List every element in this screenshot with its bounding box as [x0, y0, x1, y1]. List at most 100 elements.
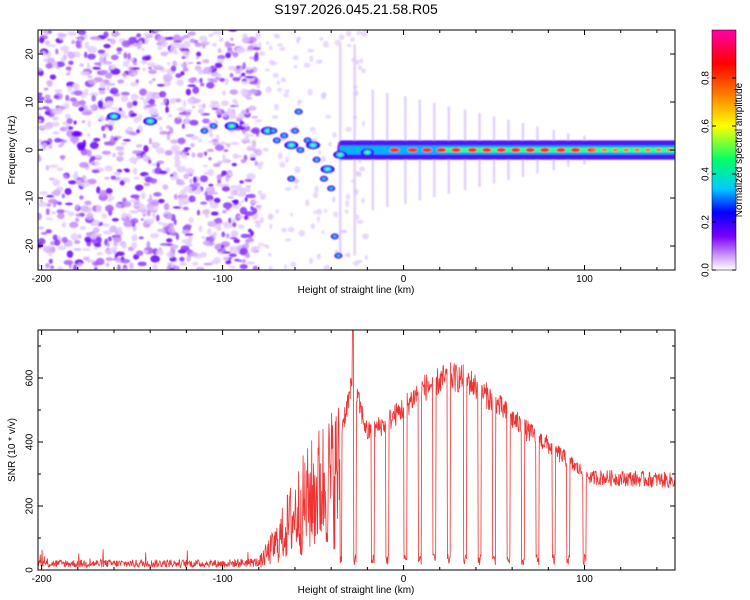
spectrogram-cell	[241, 140, 251, 144]
spectrogram-cell	[151, 112, 159, 116]
spectrogram-cell	[191, 135, 199, 141]
spectrogram-cell	[233, 155, 243, 158]
spectrogram-cell	[296, 37, 300, 44]
spectrogram-cell	[54, 89, 63, 93]
spectrogram-cell	[246, 186, 251, 193]
spectrogram-cell	[131, 72, 139, 76]
spectrogram-cell	[65, 66, 72, 71]
spectrogram-cell	[238, 202, 242, 207]
spectrogram-cell	[159, 130, 169, 135]
spectrogram-cell	[333, 211, 338, 218]
spectrogram-cell	[180, 70, 185, 76]
spectrogram-cell	[246, 173, 256, 181]
spectrogram-cell	[144, 105, 154, 108]
spectrogram-cell	[166, 214, 173, 220]
spectrogram-cell	[242, 128, 246, 135]
spectrogram-cell	[45, 165, 50, 171]
spectrogram-cell	[245, 96, 253, 100]
spectrogram-cell	[89, 92, 99, 97]
spectrogram-cell	[56, 212, 65, 220]
spectrogram-cell	[56, 209, 65, 214]
spectrogram-cell	[87, 45, 98, 53]
spectrogram-cell	[99, 81, 106, 89]
spectrogram-cell	[205, 194, 214, 202]
spectrogram-ridge-cell	[271, 129, 276, 133]
spectrogram-cell	[200, 82, 205, 87]
spectrogram-cell	[106, 242, 110, 247]
spectrogram-cell	[38, 263, 42, 268]
spectrogram-cell	[49, 265, 55, 270]
spectrogram-cell	[132, 167, 138, 175]
spectrogram-cell	[320, 156, 327, 163]
spectrogram-cell	[208, 104, 216, 109]
spectrogram-cell	[79, 195, 84, 200]
spectrogram-cell	[202, 43, 206, 49]
spectrogram-cell	[150, 178, 157, 184]
spectrogram-ridge-cell	[265, 129, 270, 133]
spectrogram-cell	[61, 222, 67, 228]
spectrogram-cell	[251, 115, 258, 119]
spectrogram-cell	[38, 92, 43, 97]
spectrogram-cell	[92, 219, 100, 226]
spectrogram-cell	[228, 65, 237, 71]
spectrogram-cell	[68, 60, 74, 66]
spectrogram-cell	[117, 151, 125, 156]
spectrogram-cell	[292, 55, 299, 60]
spectrogram-cell	[99, 56, 104, 65]
spectrogram-cell	[38, 201, 48, 207]
spectrogram-cell	[109, 65, 116, 70]
spectrogram-cell	[131, 241, 138, 249]
spectrogram-cell	[347, 43, 352, 48]
spectrogram-cell	[276, 80, 281, 86]
spectrogram-cell	[208, 33, 214, 38]
spectrogram-cell	[181, 123, 186, 130]
spectrogram-cell	[186, 255, 192, 262]
spectrogram-cell	[103, 176, 110, 180]
spectrogram-cell	[58, 33, 68, 37]
spectrogram-peak	[389, 147, 400, 153]
spectrogram-cell	[148, 69, 157, 75]
spectrogram-cell	[123, 220, 134, 228]
spectrogram-cell	[95, 233, 102, 237]
spectrogram-cell	[167, 61, 171, 66]
spectrogram-cell	[79, 71, 90, 76]
spectrogram-cell	[52, 131, 60, 135]
spectrogram-cell	[200, 201, 208, 205]
spectrogram-cell	[235, 65, 241, 69]
spectrogram-cell	[84, 41, 90, 50]
spectrogram-cell	[87, 78, 97, 85]
spectrogram-cell	[192, 182, 201, 187]
spectrogram-ridge-cell	[229, 124, 234, 128]
spectrogram-cell	[65, 125, 69, 132]
spectrogram-cell	[73, 90, 83, 96]
spectrogram-cell	[143, 32, 153, 37]
spectrogram-cell	[197, 104, 207, 108]
spectrogram-cell	[138, 113, 142, 121]
spectrogram-cell	[320, 92, 327, 100]
spectrogram-cell	[143, 145, 149, 153]
spectrogram-cell	[139, 88, 148, 96]
spectrogram-ridge-cell	[332, 234, 337, 238]
spectrogram-cell	[207, 78, 217, 81]
spectrogram-cell	[105, 262, 110, 268]
spectrogram-cell	[110, 107, 118, 110]
spectrogram-cell	[222, 202, 233, 209]
spectrogram-cell	[361, 68, 366, 74]
spectrogram-cell	[210, 65, 216, 70]
spectrogram-cell	[246, 66, 252, 71]
spectrogram-cell	[157, 35, 166, 44]
spectrogram-cell	[66, 118, 73, 124]
spectrogram-cell	[274, 103, 279, 111]
spectrogram-cell	[212, 42, 217, 47]
spectrogram-cell	[250, 200, 259, 204]
snr-series-line	[38, 330, 675, 569]
spectrogram-cell	[211, 107, 219, 111]
spectrogram-cell	[248, 134, 255, 137]
spectrogram-cell	[268, 45, 273, 51]
spectrogram-cell	[265, 86, 272, 93]
spectrogram-cell	[76, 177, 84, 181]
spectrogram-cell	[106, 38, 112, 42]
spectrogram-cell	[134, 184, 144, 191]
spectrogram-cell	[135, 250, 144, 256]
